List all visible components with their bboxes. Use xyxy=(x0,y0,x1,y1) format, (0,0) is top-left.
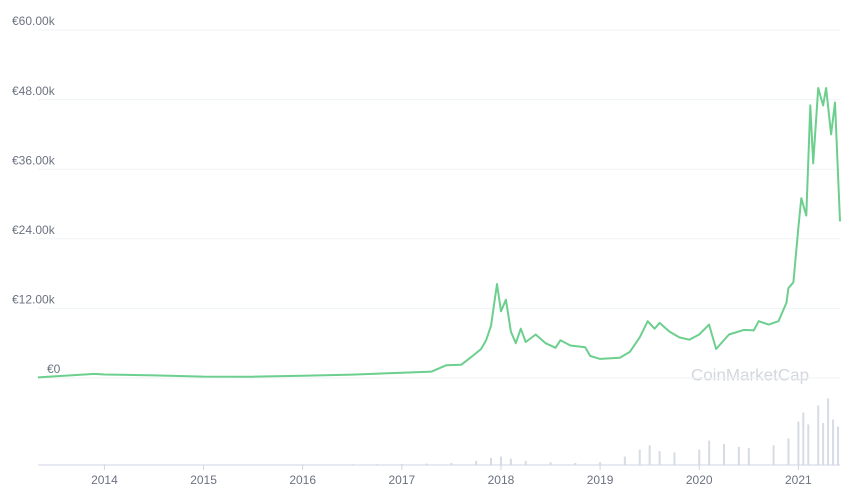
price-line xyxy=(38,88,840,377)
volume-bar xyxy=(659,451,661,465)
volume-bar xyxy=(827,399,829,466)
volume-bar xyxy=(708,441,710,466)
volume-bar xyxy=(698,450,700,465)
volume-bar xyxy=(490,458,492,465)
x-tick-label: 2020 xyxy=(686,473,713,487)
volume-bar xyxy=(624,457,626,465)
volume-bar xyxy=(723,444,725,465)
volume-bar xyxy=(807,424,809,465)
volume-bar xyxy=(797,422,799,465)
y-tick-label: €60.00k xyxy=(12,14,56,28)
volume-bar xyxy=(500,457,502,465)
volume-bar xyxy=(787,438,789,465)
volume-bar xyxy=(649,445,651,465)
volume-bar xyxy=(773,445,775,465)
volume-bar xyxy=(822,423,824,465)
volume-bar xyxy=(639,450,641,465)
volume-bar xyxy=(738,447,740,465)
x-tick-label: 2019 xyxy=(587,473,614,487)
volume-bar xyxy=(748,448,750,465)
x-tick-label: 2018 xyxy=(488,473,515,487)
volume-bar xyxy=(673,452,675,465)
x-tick-label: 2017 xyxy=(388,473,415,487)
x-tick-label: 2014 xyxy=(91,473,118,487)
volume-bar xyxy=(525,461,527,465)
volume-bar xyxy=(475,461,477,465)
volume-bar xyxy=(510,459,512,465)
x-tick-label: 2021 xyxy=(785,473,812,487)
y-tick-label: €48.00k xyxy=(12,84,56,98)
y-tick-label: €24.00k xyxy=(12,223,56,237)
y-tick-label: €0 xyxy=(47,362,61,376)
volume-bar xyxy=(802,413,804,466)
y-tick-label: €12.00k xyxy=(12,293,56,307)
y-tick-label: €36.00k xyxy=(12,153,56,167)
x-tick-label: 2015 xyxy=(190,473,217,487)
volume-bar xyxy=(817,406,819,466)
watermark: CoinMarketCap xyxy=(691,365,809,384)
x-tick-label: 2016 xyxy=(289,473,316,487)
volume-bar xyxy=(837,427,839,466)
volume-bar xyxy=(832,420,834,466)
